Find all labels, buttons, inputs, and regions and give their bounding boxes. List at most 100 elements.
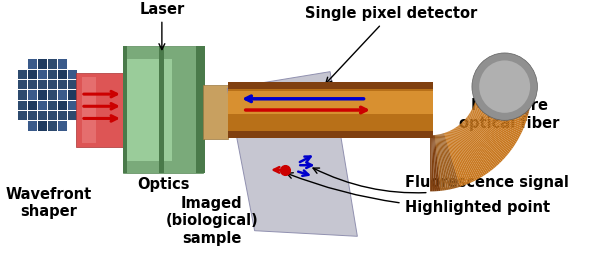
Bar <box>38 80 47 89</box>
Polygon shape <box>444 133 462 187</box>
Bar <box>68 70 77 79</box>
Bar <box>58 59 67 69</box>
Polygon shape <box>455 128 486 176</box>
Polygon shape <box>466 118 508 155</box>
Polygon shape <box>441 134 456 188</box>
Polygon shape <box>448 132 470 184</box>
Bar <box>18 70 27 79</box>
Polygon shape <box>477 88 532 91</box>
Bar <box>82 77 96 143</box>
Polygon shape <box>471 109 520 137</box>
Bar <box>48 70 57 79</box>
Polygon shape <box>471 110 520 138</box>
Polygon shape <box>460 124 496 168</box>
Bar <box>203 85 228 139</box>
Polygon shape <box>440 134 454 189</box>
Bar <box>200 46 205 173</box>
Polygon shape <box>469 113 516 146</box>
Polygon shape <box>462 122 500 164</box>
Polygon shape <box>430 135 432 192</box>
Bar <box>76 73 123 147</box>
Polygon shape <box>470 112 517 142</box>
Bar <box>18 90 27 100</box>
Polygon shape <box>472 108 522 135</box>
Bar <box>28 80 37 89</box>
Polygon shape <box>453 129 480 179</box>
Polygon shape <box>476 100 528 117</box>
Polygon shape <box>475 101 527 119</box>
Bar <box>123 46 203 173</box>
Bar <box>58 121 67 131</box>
Bar <box>48 90 57 100</box>
Bar <box>68 90 77 100</box>
Bar <box>58 90 67 100</box>
Polygon shape <box>442 133 458 188</box>
Circle shape <box>472 53 537 120</box>
Polygon shape <box>438 134 450 190</box>
Polygon shape <box>466 117 510 154</box>
Bar <box>18 80 27 89</box>
Polygon shape <box>477 89 532 95</box>
Bar <box>228 91 433 114</box>
Polygon shape <box>450 130 475 182</box>
Polygon shape <box>468 115 513 149</box>
Bar <box>38 111 47 120</box>
Bar <box>58 80 67 89</box>
Bar <box>28 70 37 79</box>
Polygon shape <box>440 134 452 189</box>
Polygon shape <box>473 106 523 131</box>
Bar <box>123 46 127 173</box>
Polygon shape <box>477 87 532 89</box>
Polygon shape <box>454 128 484 177</box>
Bar <box>38 90 47 100</box>
Polygon shape <box>457 126 491 172</box>
Polygon shape <box>465 119 507 157</box>
Bar <box>28 111 37 120</box>
Text: Fluorescence signal: Fluorescence signal <box>313 168 569 193</box>
Polygon shape <box>476 99 529 115</box>
Polygon shape <box>477 93 531 103</box>
Polygon shape <box>476 98 529 114</box>
Bar <box>228 82 433 138</box>
Bar <box>38 101 47 110</box>
Polygon shape <box>463 121 503 162</box>
Bar <box>48 80 57 89</box>
Polygon shape <box>467 116 512 151</box>
Text: Highlighted point: Highlighted point <box>287 173 550 215</box>
Bar <box>48 121 57 131</box>
Polygon shape <box>437 135 446 190</box>
Bar <box>28 59 37 69</box>
Circle shape <box>479 60 530 113</box>
Bar <box>38 70 47 79</box>
Bar <box>48 59 57 69</box>
Polygon shape <box>446 132 466 185</box>
Polygon shape <box>476 97 529 112</box>
Polygon shape <box>448 131 471 183</box>
Polygon shape <box>474 104 526 125</box>
Text: Multicore
optical fiber: Multicore optical fiber <box>459 99 559 131</box>
Polygon shape <box>467 116 511 152</box>
Polygon shape <box>477 90 532 97</box>
Polygon shape <box>458 125 492 171</box>
Polygon shape <box>445 133 464 186</box>
Polygon shape <box>435 135 442 191</box>
Polygon shape <box>454 129 482 178</box>
Polygon shape <box>464 119 506 158</box>
Polygon shape <box>463 121 502 163</box>
Bar <box>18 111 27 120</box>
Bar <box>68 101 77 110</box>
Polygon shape <box>477 92 531 101</box>
Bar <box>38 121 47 131</box>
Bar <box>38 59 47 69</box>
Polygon shape <box>460 123 497 167</box>
Bar <box>68 80 77 89</box>
Polygon shape <box>434 135 440 191</box>
Bar <box>58 101 67 110</box>
Bar <box>159 46 163 173</box>
Bar <box>58 111 67 120</box>
Bar <box>58 70 67 79</box>
Polygon shape <box>227 72 358 236</box>
Text: Laser: Laser <box>139 2 185 50</box>
Polygon shape <box>477 89 532 93</box>
Polygon shape <box>459 124 494 170</box>
